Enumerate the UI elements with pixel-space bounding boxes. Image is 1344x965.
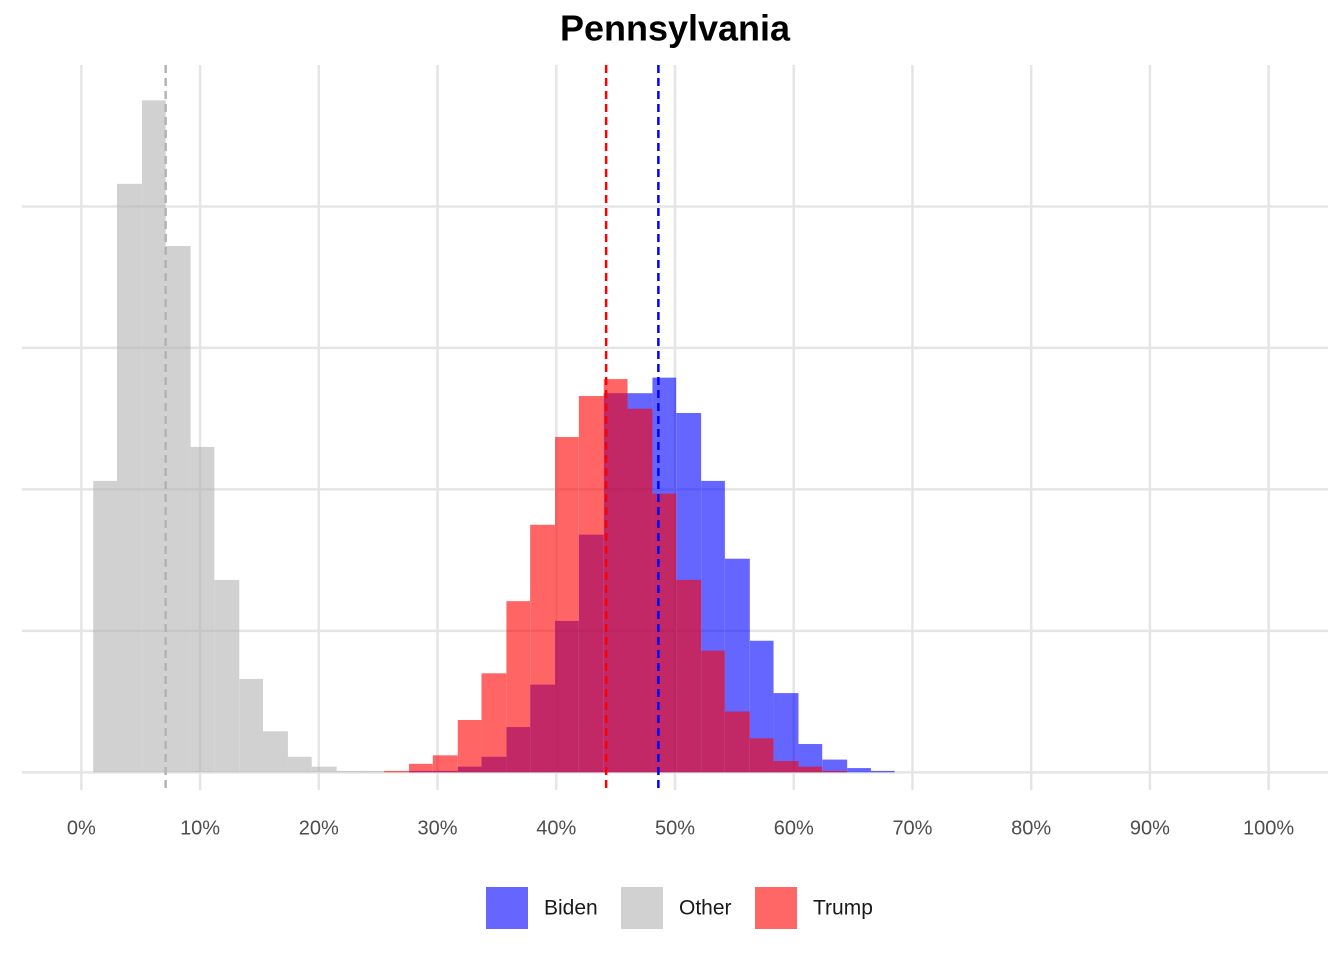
histogram-bar — [603, 379, 628, 773]
histogram-bar — [116, 183, 142, 773]
legend-swatch — [486, 887, 528, 929]
x-tick-label: 50% — [655, 817, 695, 839]
histogram-bar — [798, 766, 823, 773]
histogram-bar — [506, 601, 531, 773]
histogram-bar — [311, 766, 337, 773]
histogram-bar — [141, 100, 166, 773]
histogram-bar — [724, 711, 750, 773]
histogram-bar — [336, 770, 361, 773]
legend-label: Biden — [544, 897, 598, 920]
histogram-bar — [93, 480, 117, 773]
histogram-bar — [676, 579, 702, 773]
histogram-bar — [701, 650, 725, 773]
histogram-bar — [287, 756, 312, 773]
histogram-bar — [822, 770, 848, 773]
histogram-bar — [432, 755, 458, 773]
x-tick-label: 30% — [418, 817, 458, 839]
histogram-bar — [360, 770, 385, 773]
histogram-bar — [409, 763, 433, 773]
histogram-bar — [749, 738, 774, 773]
histogram-bar — [457, 719, 482, 773]
histogram-bar — [627, 408, 653, 773]
histogram-bar — [652, 493, 677, 773]
x-tick-label: 0% — [67, 817, 96, 839]
x-tick-label: 40% — [536, 817, 576, 839]
x-tick-label: 100% — [1243, 817, 1294, 839]
histogram-bar — [530, 524, 556, 773]
x-tick-label: 90% — [1130, 817, 1170, 839]
histogram-bar — [481, 673, 507, 773]
x-tick-label: 20% — [299, 817, 339, 839]
legend-swatch — [621, 887, 663, 929]
histogram-bar — [214, 579, 240, 773]
legend-label: Trump — [813, 897, 873, 920]
histogram-bar — [798, 744, 823, 773]
histogram-series — [93, 100, 385, 773]
histogram-bar — [165, 246, 191, 773]
histogram-bar — [263, 731, 288, 773]
histogram-bar — [822, 759, 848, 773]
histogram-bar — [555, 437, 579, 773]
histogram-bar — [773, 761, 799, 773]
chart-title: Pennsylvania — [560, 8, 791, 49]
histogram-bar — [773, 693, 799, 773]
histogram-bar — [384, 770, 410, 773]
histogram-series — [384, 379, 848, 773]
x-tick-label: 70% — [892, 817, 932, 839]
histogram-bar — [190, 446, 215, 773]
legend-swatch — [755, 887, 797, 929]
histogram-bar — [239, 678, 264, 773]
x-tick-label: 60% — [774, 817, 814, 839]
histogram-bar — [870, 770, 895, 773]
histogram-bar — [578, 396, 604, 773]
x-tick-label: 80% — [1011, 817, 1051, 839]
x-tick-label: 10% — [180, 817, 220, 839]
legend-label: Other — [679, 897, 732, 920]
histogram-bar — [847, 768, 871, 773]
